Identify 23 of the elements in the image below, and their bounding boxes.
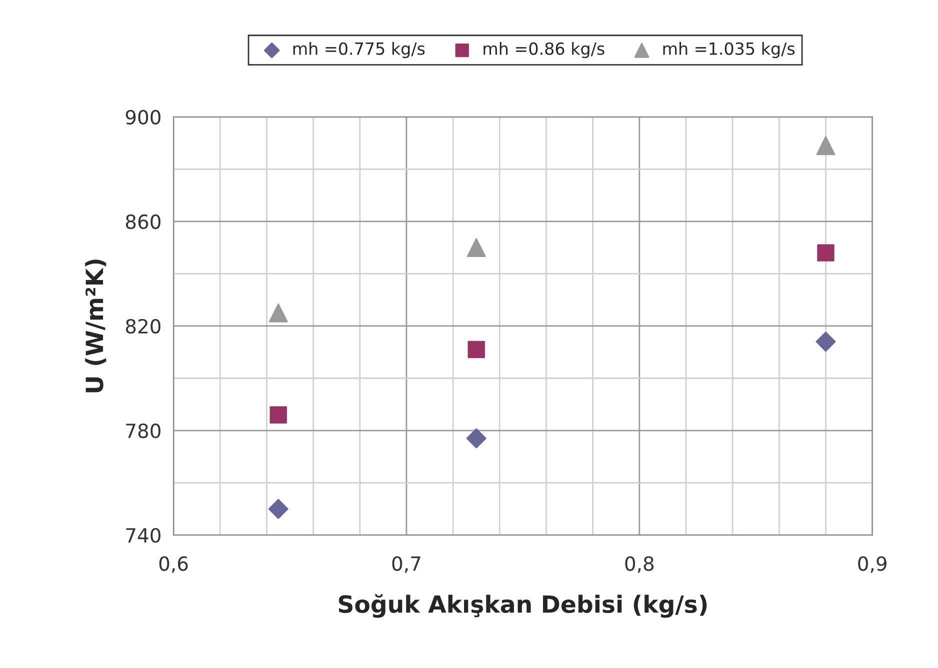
legend-label: mh =0.775 kg/s <box>293 42 425 58</box>
point <box>468 340 485 358</box>
point <box>816 136 836 156</box>
x-tick-label: 0,9 <box>858 556 886 573</box>
x-tick-label: 0,7 <box>392 556 420 573</box>
y-tick-label: 860 <box>126 214 160 230</box>
legend-label: mh =0.86 kg/s <box>484 42 604 58</box>
x-axis-title: Soğuk Akışkan Debisi (kg/s) <box>338 594 707 618</box>
legend-label: mh =1.035 kg/s <box>663 42 795 58</box>
x-tick-label: 0,8 <box>625 556 654 573</box>
point <box>466 238 486 258</box>
point <box>466 428 486 448</box>
point <box>817 244 834 262</box>
y-tick-label: 900 <box>126 110 160 125</box>
point <box>268 498 288 519</box>
y-tick-label: 740 <box>126 528 160 543</box>
y-tick-label: 780 <box>126 423 160 438</box>
y-tick-label: 820 <box>126 318 160 334</box>
point <box>270 406 287 424</box>
x-tick-label: 0,6 <box>159 556 188 573</box>
y-axis-title: U (W/m²K) <box>85 260 106 392</box>
point <box>816 332 836 352</box>
point <box>268 303 288 322</box>
